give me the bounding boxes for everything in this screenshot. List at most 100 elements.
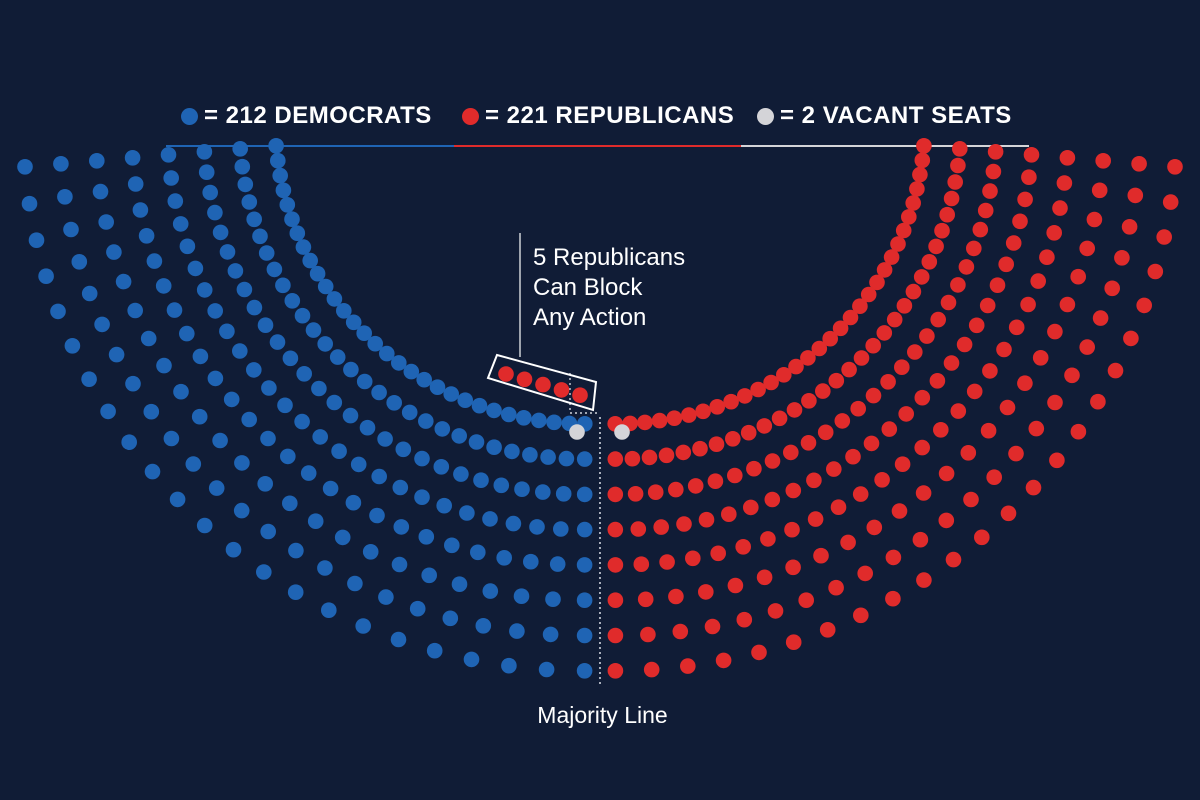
republican-seat (751, 644, 767, 661)
democrat-seat (269, 334, 286, 350)
democrat-seat (246, 299, 263, 316)
republican-seat (966, 383, 983, 400)
republican-seat (727, 577, 744, 594)
democrat-seat (294, 413, 310, 430)
republican-seat (1121, 219, 1138, 235)
republican-seat (672, 623, 689, 640)
republican-seat (883, 249, 900, 265)
republican-seat (1059, 150, 1076, 166)
democrat-seat (379, 345, 395, 362)
republican-seat (798, 592, 814, 608)
legend-democrats-label: = 212 DEMOCRATS (204, 102, 432, 129)
republican-seat (853, 350, 870, 366)
republican-seat (811, 340, 828, 357)
republican-seat (776, 367, 792, 383)
republican-seat (771, 410, 788, 427)
republican-seat (845, 448, 861, 465)
democrat-seat (300, 465, 317, 481)
highlighted-republican-seat (516, 371, 533, 388)
republican-dot-icon (462, 107, 479, 125)
republican-seat (986, 469, 1002, 486)
republican-seat (1091, 182, 1108, 199)
highlight-box (486, 353, 598, 412)
republican-seat (1162, 194, 1179, 210)
republican-seat (1000, 505, 1017, 522)
democrat-seat (516, 410, 532, 426)
highlighted-republican-seat (535, 376, 551, 393)
republican-seat (834, 413, 851, 429)
democrat-seat (362, 544, 379, 560)
democrat-seat (241, 411, 257, 428)
democrat-seat (21, 195, 38, 212)
republican-seat (909, 181, 925, 197)
republican-seat (1147, 263, 1164, 280)
republican-seat (857, 565, 873, 582)
democrat-seats (17, 138, 593, 679)
republican-seat (675, 444, 692, 461)
vacant-seats (569, 424, 630, 440)
republican-seat (607, 486, 624, 503)
republican-seat (876, 262, 893, 278)
democrat-seat (459, 505, 475, 521)
republican-seat (1070, 268, 1086, 285)
republican-seat (980, 422, 997, 439)
majority-line-connector (569, 373, 600, 414)
republican-seat (894, 456, 911, 473)
democrat-seat (576, 451, 593, 467)
democrat-seat (275, 182, 292, 199)
republican-seat (916, 138, 932, 154)
republican-seat (806, 472, 822, 489)
democrat-seat (207, 204, 223, 221)
republican-seat (852, 486, 869, 502)
highlighted-republican-seat (572, 387, 588, 404)
democrat-seat (414, 489, 430, 506)
republican-seat (950, 403, 967, 419)
democrat-seat (540, 449, 556, 465)
republican-seat (885, 590, 901, 607)
republican-seat (895, 222, 912, 239)
democrat-seat (545, 591, 561, 607)
republican-seat (764, 453, 781, 469)
democrat-seat (443, 386, 460, 402)
republican-seat (735, 539, 751, 555)
democrat-seat (296, 366, 313, 382)
republican-seat (982, 363, 998, 379)
republican-seat (1049, 452, 1065, 469)
democrat-seat (138, 228, 155, 244)
democrat-seat (343, 361, 359, 378)
democrat-seat (501, 406, 517, 423)
democrat-seat (280, 448, 296, 465)
republican-seat (637, 414, 653, 431)
republican-seat (985, 163, 1002, 180)
republican-seat (832, 320, 849, 337)
democrat-seat (576, 663, 593, 679)
republican-seat (830, 499, 847, 515)
republican-seat (1005, 235, 1022, 251)
annotation-line-1: 5 Republicans (533, 244, 686, 271)
democrat-seat (418, 413, 434, 429)
republican-seat (972, 221, 989, 238)
republican-seat (704, 618, 721, 635)
democrat-seat (326, 394, 343, 411)
republican-seat (894, 359, 910, 376)
republican-seat (668, 588, 684, 605)
republican-seat (934, 222, 950, 239)
democrat-seat (192, 348, 209, 365)
democrat-seat (401, 404, 418, 421)
republican-seat (1107, 362, 1124, 379)
democrat-seat (272, 167, 289, 184)
republican-seat (828, 372, 845, 389)
democrat-seat (393, 519, 410, 535)
democrat-seat (94, 316, 110, 333)
legend-vacant: = 2 VACANT SEATS (757, 98, 1012, 134)
republican-seat (916, 572, 932, 588)
republican-seat (852, 298, 868, 315)
democrat-dot-icon (181, 107, 198, 125)
republican-seat (1156, 229, 1172, 245)
democrat-seat (558, 450, 575, 467)
democrat-seat (553, 521, 569, 537)
democrat-seat (167, 193, 184, 209)
democrat-seat (395, 441, 412, 458)
democrat-seat (284, 211, 300, 227)
democrat-seat (53, 156, 69, 172)
